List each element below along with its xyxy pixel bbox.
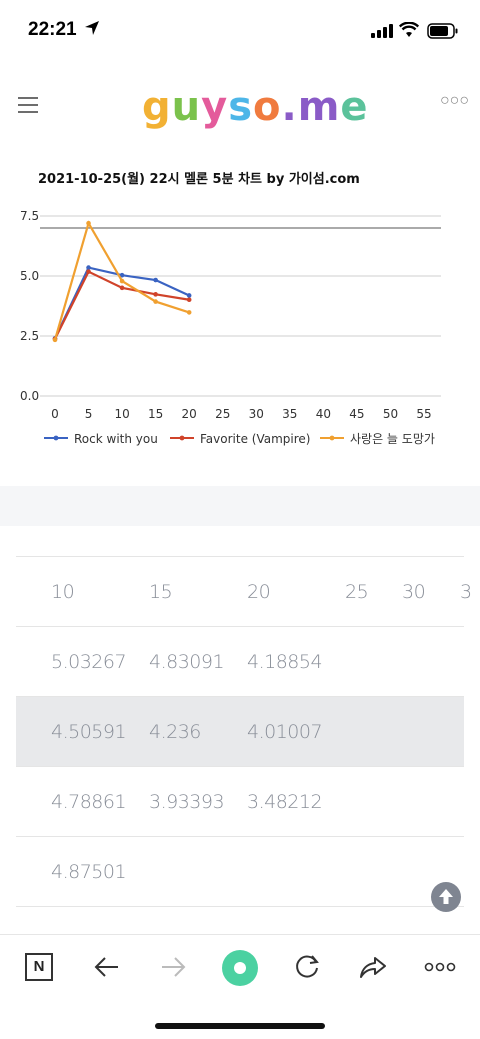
table-cell: 4.78861: [51, 791, 127, 813]
x-tick-label: 5: [85, 407, 93, 421]
table-bottom-border: [16, 906, 464, 907]
series-line: [54, 266, 190, 339]
legend-label: Rock with you: [74, 432, 158, 446]
x-tick-label: 45: [349, 407, 364, 421]
line-chart: 0.0 2.5 5.0 7.5 0 5 10 15 20 25 30 35 40 45 50 55 Rock w…: [20, 209, 441, 446]
table-cell: 4.01007: [247, 721, 323, 743]
logo-letter: u: [171, 84, 202, 130]
table-cell: 3.93393: [149, 791, 225, 813]
site-logo[interactable]: guyso.me: [142, 84, 369, 130]
table-header-cell: 10: [51, 581, 75, 603]
logo-letter: y: [201, 84, 229, 130]
more-icon[interactable]: [424, 951, 456, 983]
x-tick-label: 15: [148, 407, 163, 421]
home-indicator: [155, 1023, 325, 1029]
data-point: [119, 272, 125, 278]
battery-icon: [427, 23, 458, 39]
legend-label: 사랑은 늘 도망가: [350, 432, 435, 446]
x-tick-label: 10: [114, 407, 129, 421]
logo-letter: s: [228, 84, 254, 130]
table-header-cell: 25: [345, 581, 369, 603]
table-cell: 5.03267: [51, 651, 127, 673]
chart-title: 2021-10-25(월) 22시 멜론 5분 차트 by 가이섬.com: [38, 172, 360, 187]
logo-letter: g: [142, 84, 172, 130]
status-bar: 22:21: [0, 0, 480, 62]
data-point: [86, 269, 91, 274]
y-tick-label: 2.5: [20, 329, 39, 343]
forward-arrow-icon[interactable]: [159, 951, 187, 983]
table-header-row: 10 15 20 25 30 3: [16, 556, 472, 626]
x-tick-label: 25: [215, 407, 230, 421]
table-header-cell: 30: [402, 581, 426, 603]
data-point: [153, 277, 158, 283]
data-point: [186, 297, 192, 303]
x-tick-label: 30: [249, 407, 264, 421]
x-tick-label: 55: [416, 407, 431, 421]
table-header-cell: 3: [460, 581, 472, 603]
table-cell: 4.18854: [247, 651, 323, 673]
arrow-up-icon: [439, 889, 453, 904]
legend-marker: [53, 435, 59, 441]
y-tick-label: 5.0: [20, 269, 39, 283]
back-arrow-icon[interactable]: [93, 951, 121, 983]
more-options-icon[interactable]: ○○○: [440, 92, 469, 109]
data-point: [186, 310, 192, 315]
table-row: 4.87501: [16, 836, 464, 906]
scroll-to-top-button[interactable]: [431, 882, 461, 912]
table-cell: 4.83091: [149, 651, 225, 673]
legend-label: Favorite (Vampire): [200, 432, 310, 446]
x-tick-label: 35: [282, 407, 297, 421]
data-point: [186, 293, 192, 298]
logo-letter: .: [281, 84, 298, 130]
location-arrow-icon: [85, 21, 99, 35]
chart-container: 0.0 2.5 5.0 7.5 0 5 10 15 20 25 30 35 40 45 50 55 Rock w…: [0, 156, 480, 486]
refresh-icon[interactable]: [292, 951, 322, 983]
data-point: [153, 292, 158, 297]
naver-home-button[interactable]: N: [25, 953, 53, 981]
data-table: 10 15 20 25 30 3 5.03267 4.83091 4.18854 4.50591 4…: [16, 556, 472, 907]
y-tick-label: 7.5: [20, 209, 39, 223]
legend-marker: [179, 435, 185, 441]
x-tick-label: 0: [51, 407, 59, 421]
x-tick-label: 20: [182, 407, 197, 421]
section-divider: [0, 486, 480, 526]
site-header: guyso.me ○○○: [0, 62, 480, 156]
data-point: [119, 278, 125, 284]
x-tick-label: 50: [383, 407, 398, 421]
data-point: [119, 285, 125, 291]
logo-letter: m: [297, 84, 341, 130]
legend-marker: [329, 435, 335, 441]
table-row: 5.03267 4.83091 4.18854: [16, 626, 464, 696]
status-time: 22:21: [28, 19, 77, 40]
share-icon[interactable]: [358, 951, 388, 983]
browser-toolbar: N: [0, 934, 480, 1039]
table-row: 4.78861 3.93393 3.48212: [16, 766, 464, 836]
data-point: [153, 299, 158, 304]
table-cell: 4.87501: [51, 861, 127, 883]
data-point: [86, 220, 91, 226]
data-point: [86, 265, 91, 270]
cellular-signal-icon: [371, 24, 393, 38]
table-cell: 4.236: [149, 721, 201, 743]
logo-letter: e: [340, 84, 369, 130]
y-tick-label: 0.0: [20, 389, 39, 403]
table-row: 4.50591 4.236 4.01007: [16, 696, 464, 766]
logo-letter: o: [253, 84, 282, 130]
wifi-icon: [399, 22, 419, 37]
green-dot-button[interactable]: [222, 950, 258, 986]
table-cell: 3.48212: [247, 791, 323, 813]
data-point: [52, 337, 58, 343]
x-tick-label: 40: [316, 407, 331, 421]
table-cell: 4.50591: [51, 721, 127, 743]
table-header-cell: 20: [247, 581, 271, 603]
table-header-cell: 15: [149, 581, 173, 603]
menu-icon[interactable]: [18, 97, 38, 113]
